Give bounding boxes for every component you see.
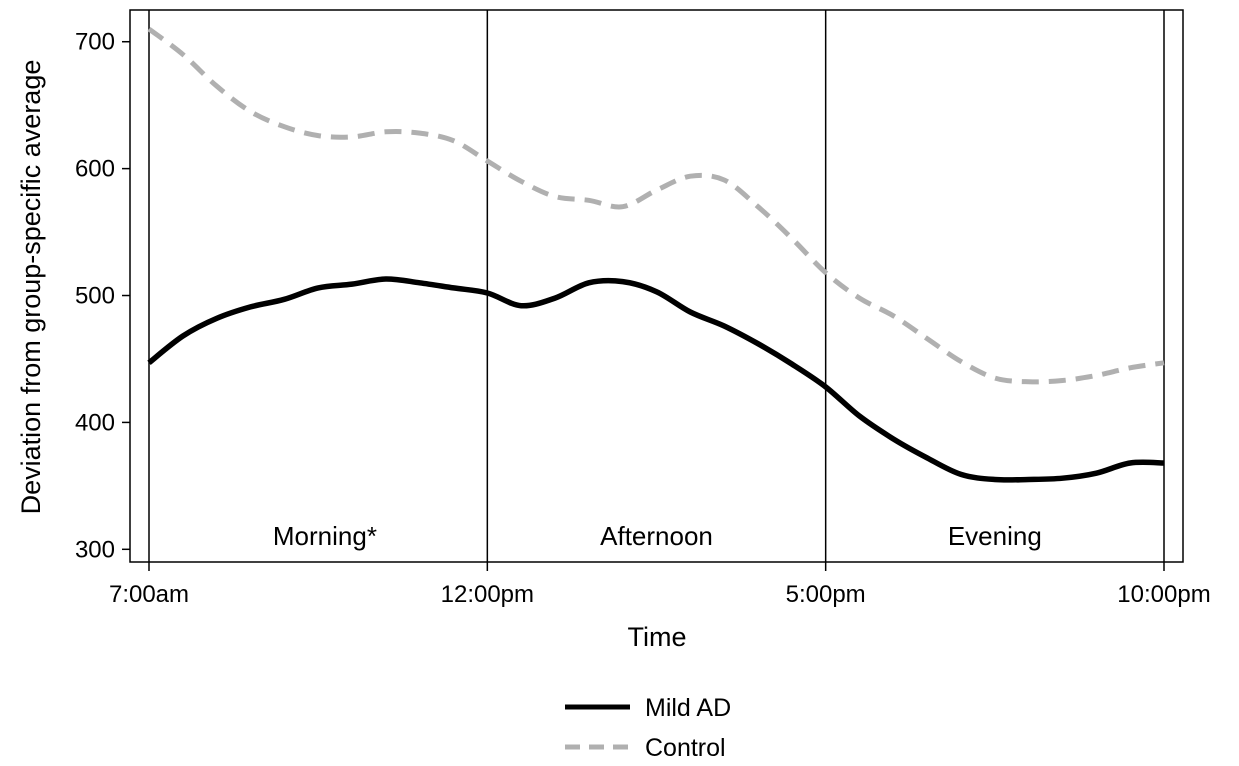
legend: Mild AD Control [565, 694, 731, 762]
y-tick-label: 300 [75, 536, 115, 563]
y-tick-label: 700 [75, 29, 115, 56]
legend-label-mild-ad: Mild AD [645, 694, 731, 722]
period-dividers [148, 10, 1165, 562]
x-tick-label: 10:00pm [1117, 581, 1210, 608]
y-tick-label: 500 [75, 283, 115, 310]
period-label-afternoon: Afternoon [600, 521, 713, 551]
legend-label-control: Control [645, 734, 726, 762]
x-axis: 7:00am 12:00pm 5:00pm 10:00pm [109, 562, 1211, 608]
period-label-evening: Evening [948, 521, 1042, 551]
period-label-morning: Morning* [273, 521, 377, 551]
series-line-control [147, 27, 1165, 385]
y-tick-label: 600 [75, 156, 115, 183]
series-line-mild-ad [147, 276, 1165, 483]
x-tick-label: 5:00pm [786, 581, 866, 608]
y-axis-title: Deviation from group-specific average [16, 60, 46, 515]
plot-frame [129, 9, 1184, 563]
x-tick-label: 12:00pm [441, 581, 534, 608]
period-labels: Morning* Afternoon Evening [273, 521, 1042, 551]
x-axis-title: Time [628, 622, 687, 652]
series-group [147, 27, 1165, 483]
x-tick-label: 7:00am [109, 581, 189, 608]
y-axis: 300 400 500 600 700 [75, 29, 130, 563]
y-tick-label: 400 [75, 409, 115, 436]
